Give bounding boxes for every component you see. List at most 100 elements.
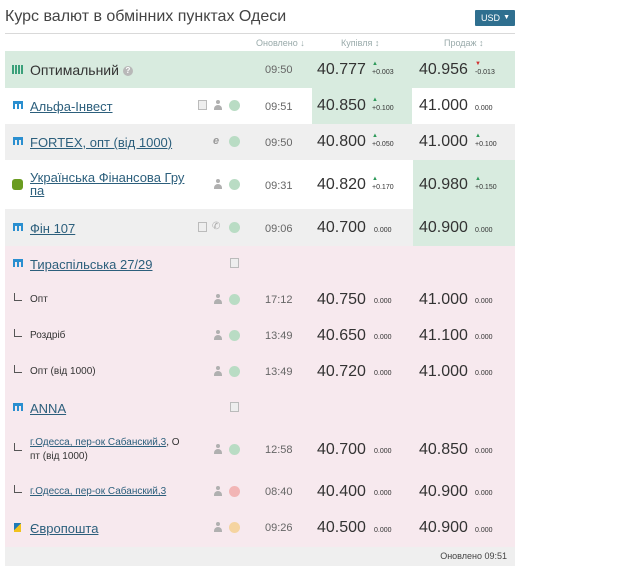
name-line-2: па [30, 183, 45, 198]
exchanger-link[interactable]: Альфа-Інвест [30, 99, 113, 114]
rates-widget: Курс валют в обмінних пунктах Одеси USD … [5, 0, 515, 566]
chart-bars-icon [12, 65, 24, 74]
buy-rate: 40.650 [317, 327, 366, 344]
phone-icon[interactable]: ✆ [212, 221, 221, 232]
status-dot-icon [229, 366, 240, 377]
table-row-group-tiraspolska: Тираспільська 27/29 [5, 246, 515, 282]
table-row-alfa-invest: Альфа-Інвест 09:51 40.850 +0.100 41.000 … [5, 88, 515, 124]
status-dot-icon [229, 330, 240, 341]
sell-delta: 0.000 [475, 298, 493, 305]
person-icon[interactable] [213, 522, 223, 532]
sell-delta: 0.000 [475, 370, 493, 377]
buy-delta: +0.003 [372, 61, 394, 76]
update-time: 09:26 [265, 522, 293, 534]
leaf-logo-icon [12, 179, 23, 190]
license-icon[interactable] [198, 222, 207, 232]
branch-rest-1: , О [166, 437, 180, 448]
buy-delta: 0.000 [374, 298, 392, 305]
buy-delta: 0.000 [374, 448, 392, 455]
person-icon[interactable] [213, 179, 223, 189]
person-icon[interactable] [213, 100, 223, 110]
branch-address-link[interactable]: г.Одесса, пер-ок Сабанский,3 [30, 486, 167, 497]
sell-delta: -0.013 [475, 61, 495, 76]
buy-delta: 0.000 [374, 490, 392, 497]
status-dot-icon [229, 100, 240, 111]
buy-rate: 40.700 [317, 441, 366, 458]
sell-rate: 41.000 [419, 363, 468, 380]
update-time: 13:49 [265, 366, 293, 378]
sub-branch-icon [14, 329, 22, 337]
update-time: 09:50 [265, 137, 293, 149]
exchanger-link[interactable]: Українська Фінансова Гру па [30, 171, 184, 197]
status-dot-icon [229, 179, 240, 190]
column-buy[interactable]: Купівля ↕ [341, 38, 380, 48]
table-row-sub-retail: Роздріб 13:49 40.650 0.000 41.100 0.000 [5, 318, 515, 354]
update-time: 09:51 [265, 101, 293, 113]
person-icon[interactable] [213, 366, 223, 376]
person-icon[interactable] [213, 444, 223, 454]
status-dot-icon [229, 136, 240, 147]
buy-delta: 0.000 [374, 527, 392, 534]
bank-icon [13, 101, 23, 109]
buy-delta: 0.000 [374, 370, 392, 377]
sell-delta: 0.000 [475, 227, 493, 234]
branch-name: Опт [30, 294, 48, 305]
person-icon[interactable] [213, 486, 223, 496]
table-footer: Оновлено 09:51 [5, 547, 515, 566]
sub-branch-icon [14, 485, 22, 493]
buy-delta: +0.100 [372, 97, 394, 112]
table-row-sub-anna-1: г.Одесса, пер-ок Сабанский,3, О пт (від … [5, 426, 515, 474]
table-header: Оновлено ↓ Купівля ↕ Продаж ↕ [5, 34, 515, 51]
currency-select[interactable]: USD ▼ [475, 10, 515, 26]
sub-branch-icon [14, 293, 22, 301]
sell-delta: 0.000 [475, 334, 493, 341]
buy-delta: 0.000 [374, 227, 392, 234]
page-title: Курс валют в обмінних пунктах Одеси [5, 8, 287, 25]
update-time: 09:50 [265, 64, 293, 76]
sell-rate: 41.000 [419, 133, 468, 150]
sell-delta: 0.000 [475, 527, 493, 534]
best-sell-highlight [413, 160, 515, 209]
buy-rate: 40.800 [317, 133, 366, 150]
sell-delta: 0.000 [475, 448, 493, 455]
person-icon[interactable] [213, 294, 223, 304]
update-time: 08:40 [265, 486, 293, 498]
license-icon[interactable] [198, 100, 207, 110]
table-row-sub-opt-1000: Опт (від 1000) 13:49 40.720 0.000 41.000… [5, 354, 515, 390]
table-row-group-anna: ANNA [5, 390, 515, 426]
exchanger-name: Оптимальний [30, 62, 119, 78]
exchanger-link[interactable]: Тираспільська 27/29 [30, 257, 153, 272]
exchanger-link[interactable]: Європошта [30, 521, 99, 536]
buy-delta: +0.050 [372, 133, 394, 148]
sell-rate: 41.000 [419, 291, 468, 308]
column-sell[interactable]: Продаж ↕ [444, 38, 484, 48]
last-updated: Оновлено 09:51 [440, 551, 507, 561]
person-icon[interactable] [213, 330, 223, 340]
license-icon[interactable] [230, 258, 239, 268]
branch-address-link[interactable]: г.Одесса, пер-ок Сабанский,3 [30, 437, 167, 448]
update-time: 13:49 [265, 330, 293, 342]
buy-rate: 40.720 [317, 363, 366, 380]
branch-name: Роздріб [30, 330, 66, 341]
sell-rate: 41.100 [419, 327, 468, 344]
best-sell-highlight [413, 209, 515, 246]
help-icon[interactable]: ? [123, 66, 133, 76]
sell-rate: 40.956 [419, 61, 468, 78]
currency-label: USD [481, 13, 501, 23]
widget-header: Курс валют в обмінних пунктах Одеси USD … [5, 0, 515, 34]
chevron-down-icon: ▼ [503, 14, 510, 21]
exchanger-link[interactable]: FORTEX, опт (від 1000) [30, 135, 173, 150]
table-row-ukr-fin-group: Українська Фінансова Гру па 09:31 40.820… [5, 160, 515, 209]
browser-icon[interactable]: e [213, 135, 220, 147]
status-dot-icon [229, 222, 240, 233]
sell-delta: 0.000 [475, 105, 493, 112]
sub-branch-icon [14, 443, 22, 451]
branch-name: г.Одесса, пер-ок Сабанский,3, О пт (від … [30, 436, 180, 464]
branch-name: Опт (від 1000) [30, 366, 96, 377]
exchanger-link[interactable]: ANNA [30, 401, 67, 416]
exchanger-link[interactable]: Фін 107 [30, 221, 76, 236]
buy-rate: 40.400 [317, 483, 366, 500]
license-icon[interactable] [230, 402, 239, 412]
column-updated[interactable]: Оновлено ↓ [256, 38, 305, 48]
update-time: 09:06 [265, 223, 293, 235]
